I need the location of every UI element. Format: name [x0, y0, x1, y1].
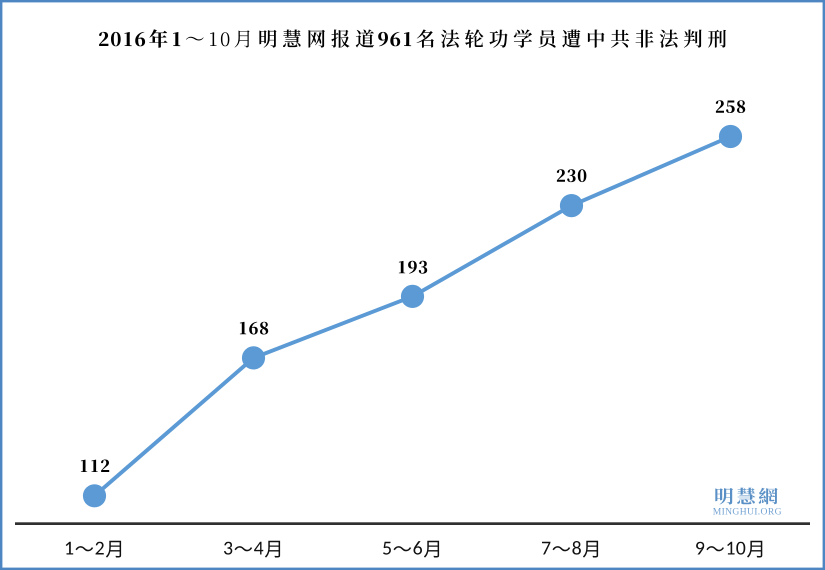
- svg-text:MINGHUI.ORG: MINGHUI.ORG: [713, 506, 782, 517]
